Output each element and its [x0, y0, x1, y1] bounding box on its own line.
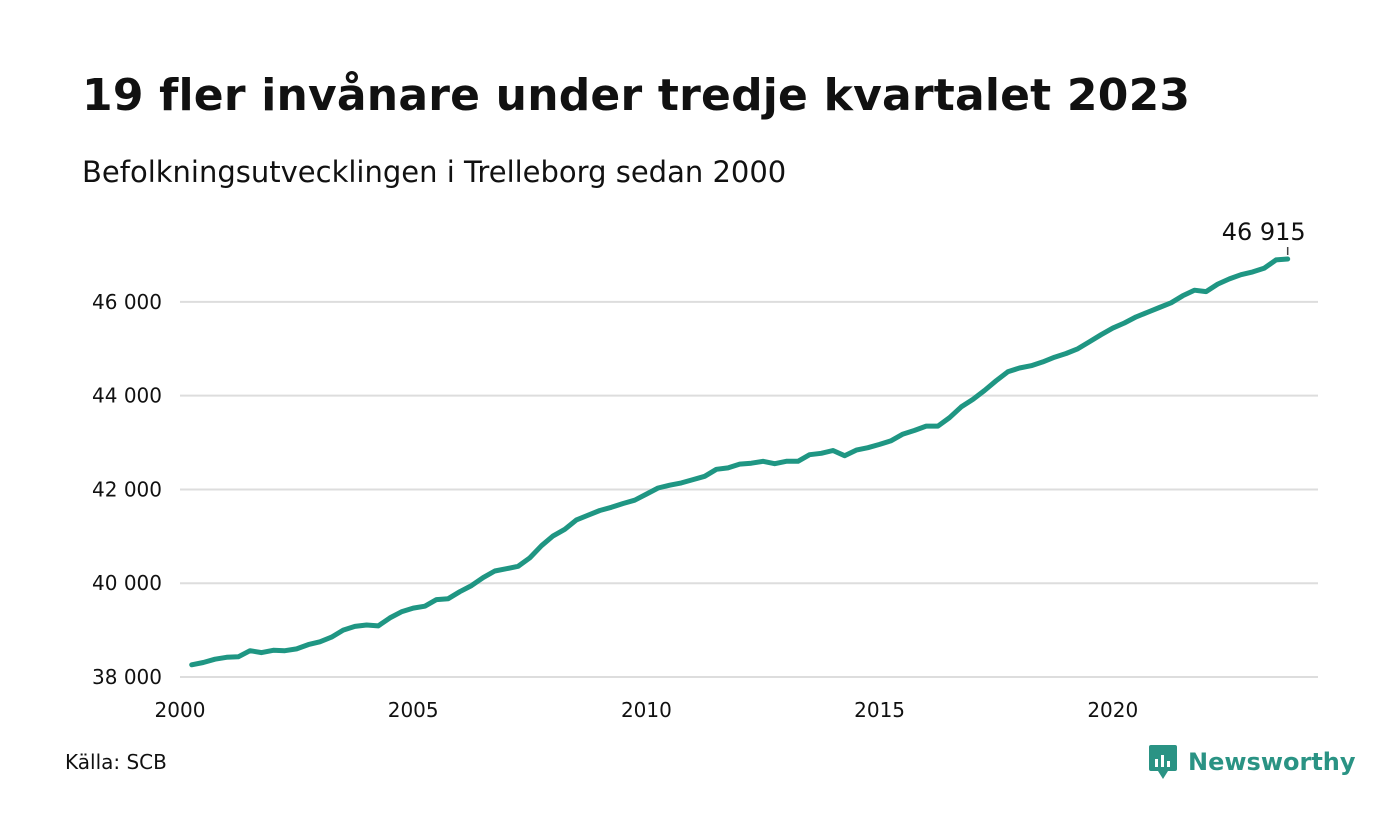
x-tick-label: 2005	[388, 698, 439, 722]
y-tick-label: 40 000	[92, 571, 162, 595]
annotation-layer: 46 915	[1222, 218, 1306, 255]
page-subtitle: Befolkningsutvecklingen i Trelleborg sed…	[82, 155, 787, 189]
y-tick-label: 46 000	[92, 290, 162, 314]
x-tick-label: 2010	[621, 698, 672, 722]
brand-name: Newsworthy	[1188, 748, 1356, 776]
x-axis-tick-labels: 2000 2005 2010 2015 2020	[155, 698, 1139, 722]
x-tick-label: 2015	[854, 698, 905, 722]
page-title: 19 fler invånare under tredje kvartalet …	[82, 70, 1191, 121]
series-line	[189, 256, 1291, 668]
brand-logo[interactable]: Newsworthy	[1148, 744, 1356, 780]
end-value-label: 46 915	[1222, 218, 1306, 246]
y-axis-tick-labels: 38 000 40 000 42 000 44 000 46 000	[92, 290, 162, 689]
x-tick-label: 2020	[1087, 698, 1138, 722]
x-tick-label: 2000	[155, 698, 206, 722]
source-note: Källa: SCB	[65, 750, 167, 774]
newsworthy-logo-icon	[1149, 745, 1177, 779]
y-tick-label: 44 000	[92, 384, 162, 408]
y-tick-label: 42 000	[92, 477, 162, 501]
y-tick-label: 38 000	[92, 665, 162, 689]
series-layer	[189, 256, 1291, 668]
grid-lines	[180, 300, 1318, 678]
